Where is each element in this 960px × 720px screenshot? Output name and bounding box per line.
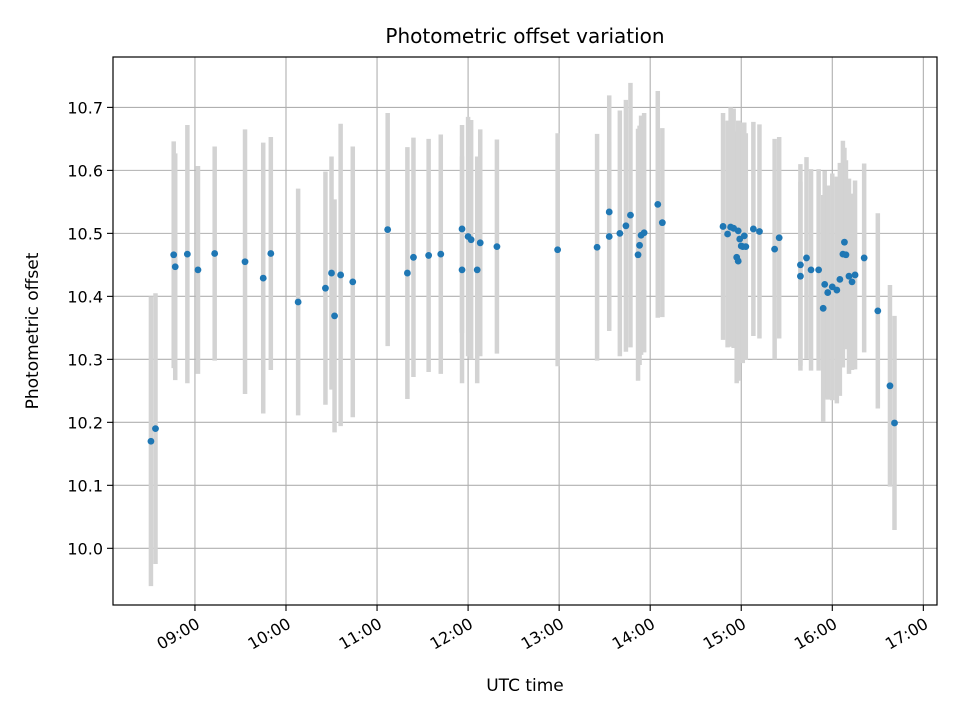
data-point [860, 254, 868, 262]
data-point [851, 271, 859, 279]
data-point [170, 251, 178, 259]
x-tick-label: 17:00 [882, 614, 931, 654]
data-point [241, 258, 249, 266]
x-tick-label: 15:00 [700, 614, 749, 654]
x-tick-label: 11:00 [336, 614, 385, 654]
data-point [836, 275, 844, 283]
data-point [493, 243, 501, 250]
plot-frame [112, 56, 938, 606]
data-point [437, 250, 445, 258]
data-point [593, 243, 601, 251]
data-point [322, 284, 329, 292]
data-point [719, 223, 727, 230]
data-point [458, 266, 466, 274]
data-point [797, 272, 804, 280]
data-point [634, 251, 642, 259]
y-tick-label: 10.7 [67, 98, 103, 117]
data-point [331, 312, 338, 320]
data-point [458, 225, 466, 233]
data-points [147, 200, 898, 445]
data-point [771, 245, 779, 253]
data-point [605, 233, 613, 240]
x-axis-ticks: 09:00 10:00 11:00 12:00 13:00 14:00 15:00 16:00… [154, 605, 931, 654]
data-point [658, 219, 666, 227]
data-point [622, 222, 630, 230]
data-point [756, 228, 763, 235]
x-tick-label: 14:00 [609, 614, 658, 654]
y-axis-ticks: 10.0 10.1 10.2 10.3 10.4 10.5 10.6 10.7 [67, 98, 113, 558]
data-point [821, 280, 829, 288]
data-point [171, 263, 179, 271]
data-point [797, 261, 804, 269]
data-point [259, 274, 267, 282]
data-point [775, 234, 783, 242]
y-tick-label: 10.1 [67, 476, 103, 495]
data-point [337, 271, 345, 279]
data-point [724, 230, 731, 238]
x-axis-title: UTC time [486, 676, 564, 696]
data-point [636, 241, 643, 249]
data-point [328, 269, 335, 277]
data-point [294, 298, 302, 306]
y-tick-label: 10.0 [67, 539, 103, 558]
y-tick-label: 10.2 [67, 413, 103, 432]
data-point [467, 236, 475, 244]
y-tick-label: 10.4 [67, 287, 103, 306]
y-tick-label: 10.5 [67, 224, 103, 243]
data-point [874, 307, 882, 315]
data-point [616, 229, 624, 237]
data-point [403, 269, 411, 277]
data-point [841, 238, 848, 246]
data-point [605, 208, 613, 216]
data-point [845, 272, 853, 280]
x-tick-label: 13:00 [518, 614, 567, 654]
data-point [819, 304, 827, 312]
data-point [384, 226, 392, 233]
data-point [554, 246, 562, 254]
y-tick-label: 10.6 [67, 161, 103, 180]
data-point [803, 254, 810, 262]
data-point [349, 278, 357, 286]
y-axis-title: Photometric offset [23, 252, 43, 409]
data-point [886, 382, 894, 390]
data-point [147, 437, 155, 445]
data-point [425, 252, 433, 259]
data-point [211, 250, 219, 257]
data-point [824, 289, 832, 296]
data-point [891, 419, 898, 427]
data-point [654, 200, 662, 208]
data-point [473, 266, 481, 274]
data-point [183, 250, 191, 258]
data-point [627, 211, 634, 219]
y-tick-label: 10.3 [67, 350, 103, 369]
data-point [410, 253, 417, 261]
error-bars [148, 82, 897, 587]
data-point [848, 278, 856, 286]
data-point [194, 266, 202, 274]
data-point [815, 266, 823, 274]
data-point [742, 243, 750, 250]
data-point [734, 257, 742, 265]
data-point [152, 425, 159, 433]
x-tick-label: 10:00 [245, 614, 294, 654]
data-point [640, 229, 648, 237]
x-tick-label: 16:00 [791, 614, 840, 654]
data-point [842, 251, 850, 259]
x-tick-label: 12:00 [427, 614, 476, 654]
data-point [749, 225, 757, 233]
data-point [476, 239, 484, 247]
grid-lines [113, 57, 937, 605]
data-point [807, 266, 815, 274]
data-point [740, 232, 748, 240]
data-point [267, 250, 275, 257]
chart-title: Photometric offset variation [385, 24, 664, 48]
x-tick-label: 09:00 [154, 614, 203, 654]
data-point [734, 227, 742, 235]
data-point [833, 286, 841, 294]
